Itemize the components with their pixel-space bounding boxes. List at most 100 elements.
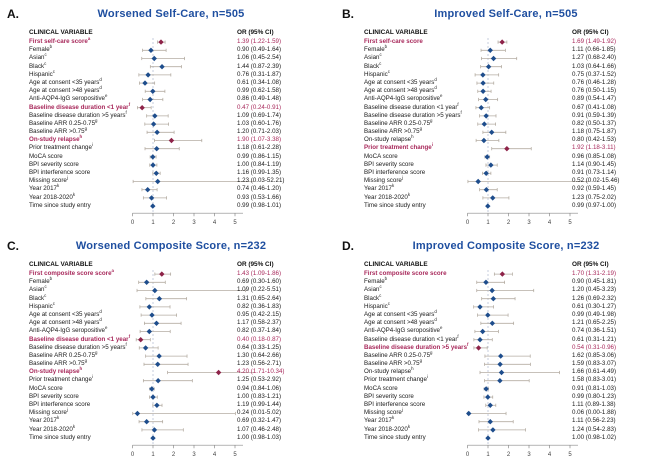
or-value: 0.99 (0.49-1.98)	[572, 310, 617, 318]
or-point-marker	[155, 377, 161, 384]
or-point-marker	[490, 195, 496, 201]
or-point-marker	[142, 345, 149, 351]
or-point-marker	[483, 113, 489, 119]
or-value: 0.24 (0.01-5.02)	[237, 409, 282, 417]
row-label: Prior treatment changei	[29, 374, 93, 384]
row-label: Asianc	[364, 52, 382, 62]
or-value: 1.11 (0.56-2.23)	[572, 417, 616, 425]
or-point-marker	[153, 170, 159, 176]
or-value: 0.99 (0.97-1.00)	[572, 201, 617, 209]
or-value: 0.52 (0.02-15.46)	[572, 177, 620, 185]
or-value: 0.69 (0.32-1.47)	[237, 417, 282, 425]
or-value: 1.09 (0.69-1.74)	[237, 111, 282, 119]
or-point-marker	[144, 186, 151, 193]
x-axis-tick-label: 2	[172, 220, 176, 226]
or-point-marker	[490, 295, 497, 302]
row-label: On-study relapseh	[364, 366, 414, 376]
x-axis-tick-label: 3	[192, 452, 196, 458]
forest-plot-canvas: 0 1 2 3 4 5	[466, 38, 589, 226]
x-axis-tick-label: 2	[507, 220, 511, 226]
row-label: First composite score score	[364, 270, 447, 277]
or-point-marker	[466, 410, 472, 417]
row-label: First self-care score	[364, 38, 423, 45]
row-label: Age at consent <35 yearsd	[364, 308, 437, 318]
or-point-marker	[168, 137, 175, 144]
or-point-marker	[483, 186, 490, 193]
or-value: 0.76 (0.31-1.87)	[237, 70, 282, 78]
row-label: Baseline ARR >0.75g	[29, 358, 88, 368]
or-point-marker	[490, 427, 496, 433]
or-value: 0.99 (0.80-1.23)	[572, 392, 617, 400]
or-point-marker	[146, 304, 153, 310]
column-header-or: OR (95% CI)	[237, 29, 274, 36]
variable-labels-column: First self-care score Femaleb Asianc Blackc…	[364, 38, 464, 210]
row-label: Missing scorej	[29, 175, 68, 185]
row-label: Age at consent >48 yearsd	[29, 85, 102, 95]
row-label: Time since study entry	[364, 433, 426, 441]
or-value: 1.23 (0.56-2.71)	[237, 360, 282, 368]
forest-plot-canvas: 0 1 2 3 4 5	[466, 270, 578, 458]
or-value: 0.74 (0.46-1.20)	[237, 185, 282, 193]
row-label: Year 2018-2020k	[29, 191, 76, 201]
or-point-marker	[149, 386, 155, 392]
or-value: 1.00 (0.84-1.19)	[237, 160, 282, 168]
row-label: Baseline disease duration <1 yearf	[29, 101, 131, 111]
or-point-marker	[151, 55, 157, 62]
row-label: Baseline ARR 0.25-0.75g	[364, 117, 433, 127]
or-value: 0.61 (0.34-1.08)	[237, 78, 282, 86]
row-label: Age at consent <35 yearsd	[29, 76, 102, 86]
row-label: Baseline ARR >0.75g	[364, 126, 423, 136]
or-value: 1.39 (1.22-1.59)	[237, 38, 282, 45]
column-header-or: OR (95% CI)	[572, 261, 609, 268]
row-label: MoCA score	[29, 384, 63, 392]
panel-letter: C.	[7, 239, 19, 253]
or-point-marker	[485, 435, 491, 441]
column-header-variable: CLINICAL VARIABLE	[364, 29, 428, 36]
row-label: Asianc	[29, 52, 47, 62]
row-label: Baseline disease duration >5 yearsf	[29, 109, 127, 119]
or-point-marker	[485, 394, 491, 400]
x-axis-tick-label: 4	[548, 452, 552, 458]
or-point-marker	[150, 121, 157, 127]
or-value: 1.19 (0.99-1.44)	[237, 401, 282, 408]
row-label: Prior treatment changei	[364, 142, 433, 152]
row-label: Hispanicc	[29, 68, 55, 78]
row-label: Hispanicc	[364, 300, 390, 310]
or-value: 1.09 (0.22-5.51)	[237, 286, 282, 294]
or-value: 1.27 (0.68-2.40)	[572, 54, 617, 62]
or-value: 1.00 (0.83-1.21)	[237, 392, 282, 400]
or-point-marker	[149, 312, 155, 318]
row-label: Anti-AQP4-IgG seropositivee	[364, 93, 443, 103]
row-label: Time since study entry	[29, 433, 91, 441]
or-value: 0.69 (0.30-1.60)	[237, 278, 282, 286]
row-label: Baseline ARR 0.25-0.75g	[29, 117, 98, 127]
or-point-marker	[488, 162, 494, 168]
or-value: 1.00 (0.98-1.03)	[237, 433, 282, 441]
or-point-marker	[156, 295, 163, 302]
row-label: BPI interference score	[29, 169, 91, 176]
or-point-marker	[489, 320, 496, 326]
row-label: Baseline disease duration <1 yearf	[29, 333, 131, 343]
or-point-marker	[498, 369, 505, 376]
row-label: Prior treatment changei	[364, 374, 428, 384]
row-label: Blackc	[29, 60, 47, 70]
column-header-variable: CLINICAL VARIABLE	[29, 29, 93, 36]
or-point-marker	[483, 96, 489, 103]
row-label: BPI interference score	[364, 401, 426, 408]
row-label: MoCA score	[364, 152, 398, 160]
or-point-marker	[146, 328, 153, 335]
row-label: Baseline ARR 0.25-0.75g	[364, 349, 433, 359]
row-label: Anti-AQP4-IgG seropositivee	[29, 93, 108, 103]
x-axis-tick-label: 0	[131, 452, 135, 458]
row-label: Time since study entry	[29, 201, 91, 209]
or-point-marker	[155, 361, 161, 367]
or-values-column: 1.39 (1.22-1.59) 0.90 (0.49-1.64) 1.06 (0.…	[237, 38, 332, 210]
or-values-column: 1.70 (1.31-2.19) 0.90 (0.45-1.81) 1.20 (0.…	[572, 270, 667, 442]
or-point-marker	[485, 312, 491, 318]
or-value: 1.62 (0.85-3.06)	[572, 351, 617, 359]
or-point-marker	[480, 80, 486, 86]
or-value: 0.74 (0.36-1.51)	[572, 327, 617, 335]
or-point-marker	[154, 129, 160, 135]
x-axis-tick-label: 5	[233, 452, 237, 458]
panel-worsened-composite-score: C. Worsened Composite Score, n=232 CLINI…	[0, 235, 334, 465]
